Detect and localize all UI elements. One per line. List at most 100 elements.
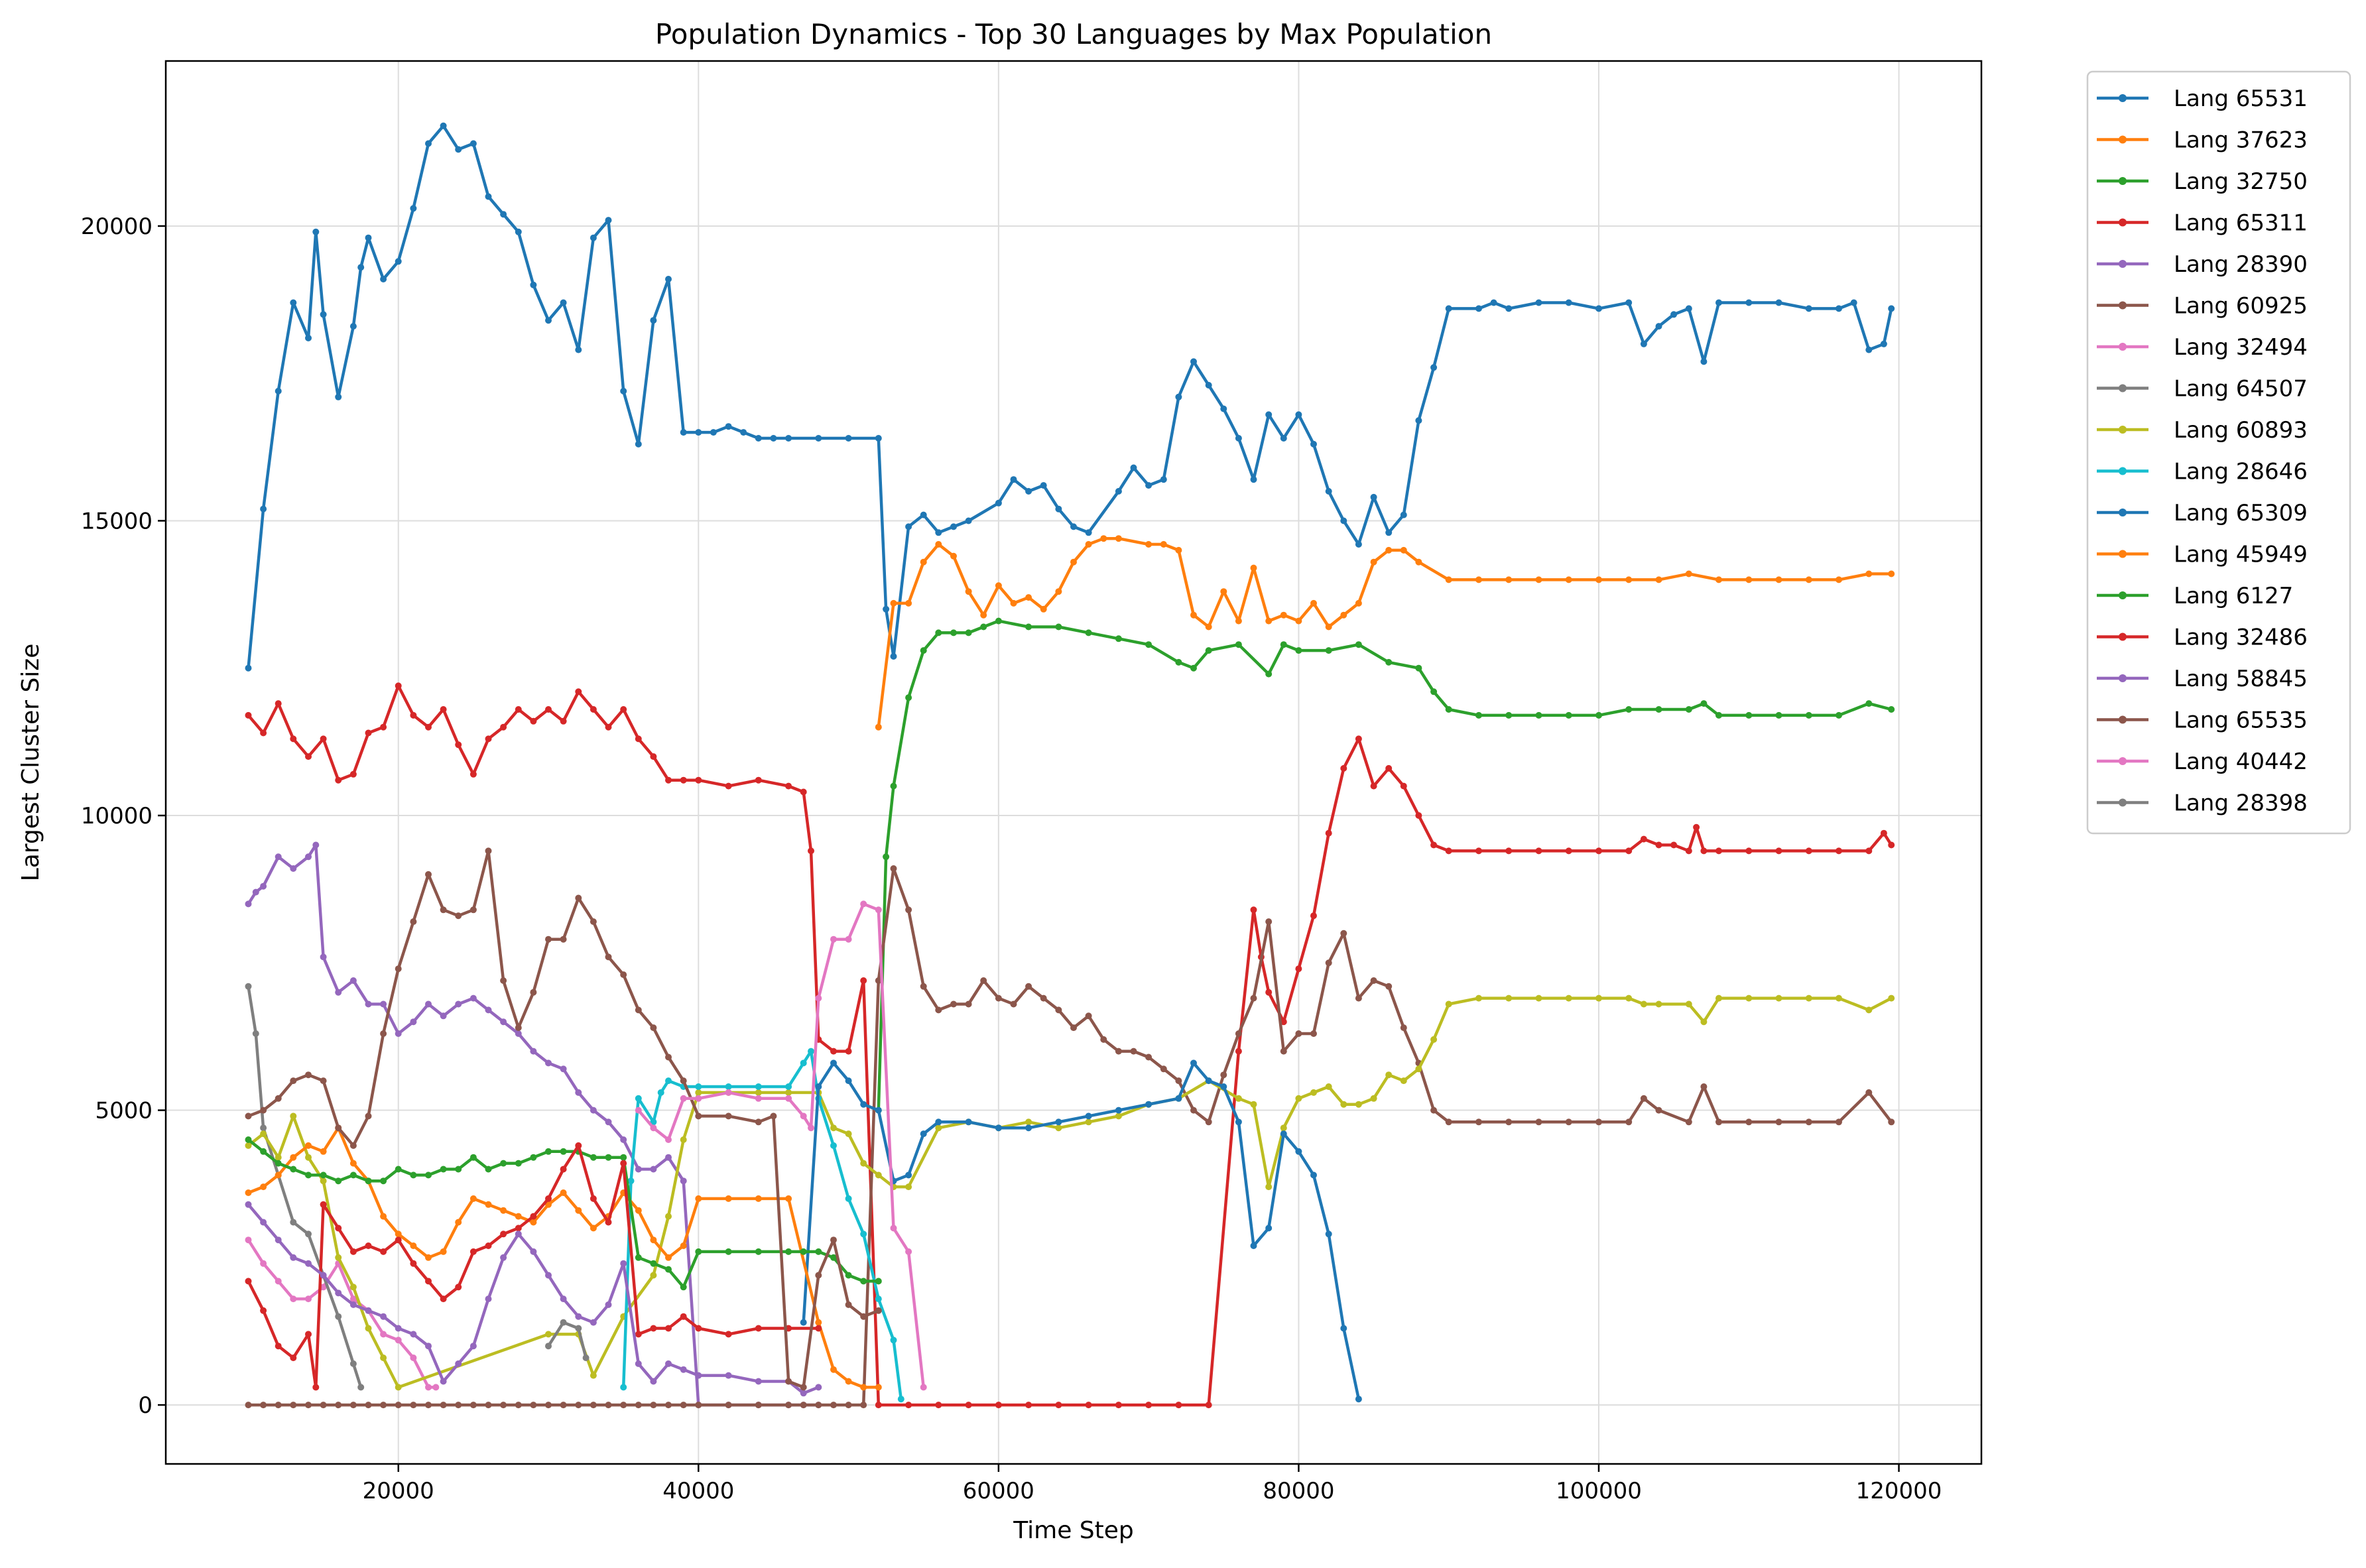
data-point (305, 1071, 312, 1079)
legend-item: Lang 64507 (2097, 376, 2308, 402)
data-point (905, 1402, 912, 1409)
data-point (575, 1325, 582, 1332)
data-point (380, 1030, 387, 1037)
data-point (800, 1059, 807, 1067)
data-point (1145, 1054, 1152, 1061)
data-point (1115, 535, 1122, 542)
data-point (1640, 1095, 1647, 1102)
data-point (380, 1331, 387, 1338)
data-point (515, 1225, 522, 1232)
data-point (935, 1118, 942, 1126)
data-point (305, 853, 312, 861)
data-point (785, 1083, 792, 1090)
data-point (290, 1077, 297, 1085)
series-line (247, 124, 1893, 670)
data-point (725, 1248, 732, 1255)
data-point (860, 1160, 867, 1167)
data-point (665, 1154, 672, 1161)
data-point (1700, 1018, 1708, 1026)
data-point (635, 1207, 642, 1214)
data-point (1640, 835, 1647, 843)
data-point (275, 853, 282, 861)
data-point (1280, 641, 1287, 648)
data-point (245, 1142, 252, 1149)
data-point (305, 1260, 312, 1267)
data-point (935, 529, 942, 536)
legend-marker (2119, 798, 2127, 807)
data-point (530, 1213, 537, 1220)
data-point (1130, 464, 1137, 471)
data-point (1250, 1242, 1257, 1249)
data-point (1775, 1118, 1782, 1126)
data-point (845, 1048, 852, 1055)
data-point (440, 706, 447, 713)
data-point (875, 435, 882, 442)
data-point (1040, 482, 1047, 489)
data-point (1475, 995, 1482, 1002)
data-point (1775, 576, 1782, 583)
data-point (995, 617, 1002, 625)
data-point (1025, 1118, 1032, 1126)
data-point (252, 1030, 259, 1037)
series-line (247, 843, 820, 1407)
data-point (1430, 841, 1438, 849)
data-point (485, 1201, 492, 1208)
data-point (455, 1402, 462, 1409)
data-point (1190, 1059, 1197, 1067)
data-point (1715, 995, 1722, 1002)
data-point (650, 1236, 657, 1244)
data-point (650, 1272, 657, 1279)
data-point (1100, 1036, 1107, 1043)
data-point (380, 1177, 387, 1185)
data-point (1715, 847, 1722, 855)
data-point (650, 1024, 657, 1032)
data-point (680, 1077, 687, 1085)
data-point (455, 1000, 462, 1008)
data-point (875, 906, 882, 914)
data-point (245, 1113, 252, 1120)
data-point (860, 977, 867, 984)
data-point (530, 281, 537, 288)
data-point (635, 440, 642, 448)
data-point (500, 1018, 507, 1026)
data-point (905, 1172, 912, 1179)
series-11 (800, 1059, 1362, 1403)
data-point (245, 1236, 252, 1244)
data-point (1055, 1402, 1062, 1409)
data-point (380, 1000, 387, 1008)
data-point (1340, 517, 1347, 524)
data-point (665, 276, 672, 282)
series-2 (875, 535, 1895, 731)
data-point (1115, 1402, 1122, 1409)
data-point (1505, 576, 1513, 583)
data-point (1205, 623, 1212, 631)
data-point (1145, 1402, 1152, 1409)
data-point (260, 1183, 267, 1191)
data-point (485, 847, 492, 855)
data-point (1445, 1000, 1452, 1008)
y-axis-label: Largest Cluster Size (17, 644, 44, 882)
data-point (815, 1319, 822, 1326)
data-point (1310, 912, 1317, 920)
data-point (1160, 1065, 1167, 1073)
data-point (1655, 576, 1662, 583)
data-point (245, 711, 252, 719)
data-point (1595, 711, 1602, 719)
data-point (1865, 1089, 1873, 1096)
data-point (995, 1124, 1002, 1132)
data-point (755, 1195, 762, 1202)
data-point (1475, 576, 1482, 583)
x-tick-label: 40000 (662, 1478, 734, 1504)
data-point (680, 1313, 687, 1320)
data-point (725, 1372, 732, 1379)
data-point (530, 1248, 537, 1255)
data-point (1175, 546, 1182, 554)
data-point (1865, 570, 1873, 577)
data-point (1355, 735, 1362, 743)
data-point (1745, 299, 1753, 306)
data-point (1475, 305, 1482, 312)
data-point (755, 1089, 762, 1096)
series-3 (875, 617, 1895, 1114)
data-point (395, 1236, 402, 1244)
data-point (635, 1107, 642, 1114)
